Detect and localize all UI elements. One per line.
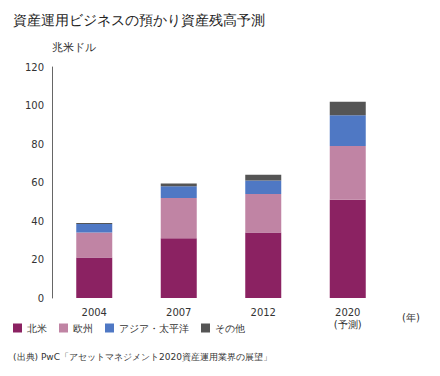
svg-text:アジア・太平洋: アジア・太平洋 bbox=[119, 323, 189, 334]
svg-text:欧州: 欧州 bbox=[73, 323, 93, 334]
svg-text:120: 120 bbox=[25, 62, 44, 73]
svg-text:20: 20 bbox=[31, 254, 44, 265]
svg-text:40: 40 bbox=[31, 216, 44, 227]
svg-text:60: 60 bbox=[31, 177, 44, 188]
svg-text:2004: 2004 bbox=[82, 307, 107, 318]
svg-text:兆米ドル: 兆米ドル bbox=[52, 41, 96, 54]
svg-text:(出典) PwC「アセットマネジメント2020資産運用業界の: (出典) PwC「アセットマネジメント2020資産運用業界の展望」 bbox=[13, 352, 272, 362]
svg-text:2020: 2020 bbox=[335, 307, 360, 318]
svg-text:2007: 2007 bbox=[166, 307, 191, 318]
svg-text:北米: 北米 bbox=[27, 323, 47, 334]
svg-text:(予測): (予測) bbox=[334, 319, 362, 330]
svg-text:2012: 2012 bbox=[251, 307, 276, 318]
svg-text:資産運用ビジネスの預かり資産残高予測: 資産運用ビジネスの預かり資産残高予測 bbox=[13, 12, 265, 28]
svg-text:80: 80 bbox=[31, 139, 44, 150]
svg-text:0: 0 bbox=[38, 293, 44, 304]
svg-text:その他: その他 bbox=[215, 323, 245, 334]
svg-text:(年): (年) bbox=[402, 312, 420, 323]
svg-text:100: 100 bbox=[25, 100, 44, 111]
